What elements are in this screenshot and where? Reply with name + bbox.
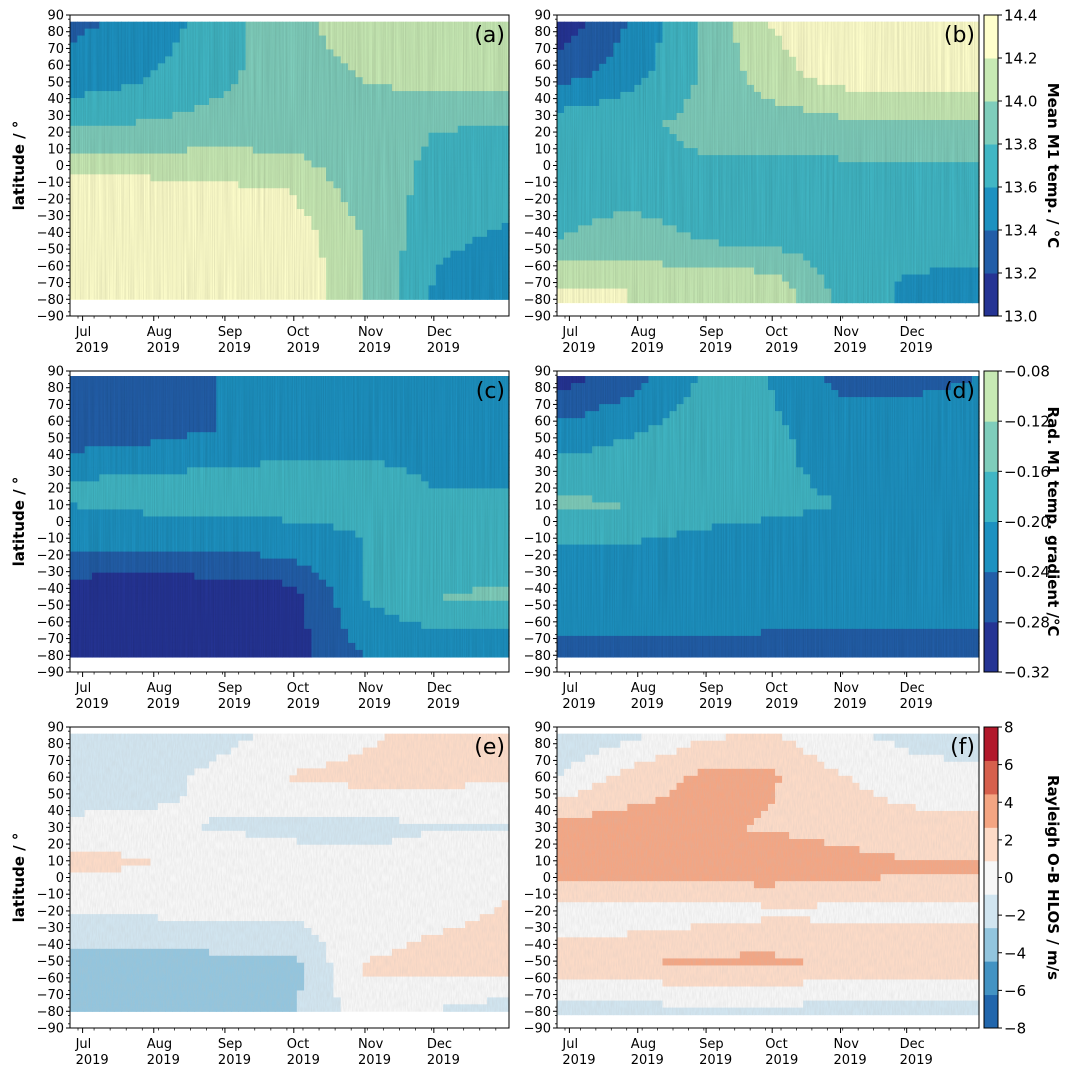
y-tick-label: −80 bbox=[37, 293, 64, 308]
y-tick-label: −10 bbox=[524, 176, 551, 191]
y-tick-label: 20 bbox=[534, 126, 551, 141]
y-tick-label: −90 bbox=[37, 310, 64, 325]
x-tick-label-year: 2019 bbox=[76, 341, 109, 356]
y-tick-label: −80 bbox=[524, 293, 551, 308]
y-tick-label: −50 bbox=[37, 243, 64, 258]
x-tick-label-year: 2019 bbox=[427, 341, 460, 356]
y-tick-label: 90 bbox=[534, 9, 551, 24]
y-tick-label: −60 bbox=[524, 259, 551, 274]
y-tick-label: 0 bbox=[543, 159, 551, 174]
y-tick-label: 60 bbox=[47, 59, 64, 74]
y-tick-label: −90 bbox=[524, 310, 551, 325]
y-axis-label: latitude / ° bbox=[10, 121, 28, 211]
y-tick-label: −30 bbox=[524, 209, 551, 224]
y-tick-label: −40 bbox=[524, 226, 551, 241]
y-tick-label: −70 bbox=[37, 276, 64, 291]
x-tick-label-month: Dec bbox=[427, 325, 452, 340]
y-tick-label: 70 bbox=[47, 42, 64, 57]
panel-a: 9080706050403020100−10−20−30−40−50−60−70… bbox=[10, 9, 510, 356]
y-tick-label: −30 bbox=[37, 209, 64, 224]
y-tick-label: −40 bbox=[37, 226, 64, 241]
y-tick-label: 50 bbox=[534, 75, 551, 90]
y-tick-label: 80 bbox=[534, 25, 551, 40]
y-tick-label: 10 bbox=[47, 142, 64, 157]
x-tick-label-month: Aug bbox=[147, 325, 172, 340]
y-tick-label: 70 bbox=[534, 42, 551, 57]
texture-overlay bbox=[557, 21, 979, 303]
y-tick-label: 60 bbox=[534, 59, 551, 74]
x-tick-label-year: 2019 bbox=[218, 341, 251, 356]
y-tick-label: 50 bbox=[47, 75, 64, 90]
panel-b: 9080706050403020100−10−20−30−40−50−60−70… bbox=[524, 9, 980, 356]
y-tick-label: −20 bbox=[524, 192, 551, 207]
panel-label: (a) bbox=[474, 23, 505, 48]
texture-overlay bbox=[70, 21, 509, 300]
y-tick-label: 0 bbox=[56, 159, 64, 174]
y-tick-label: −20 bbox=[37, 192, 64, 207]
y-tick-label: 90 bbox=[47, 9, 64, 24]
x-tick-label-year: 2019 bbox=[287, 341, 320, 356]
x-tick-label-month: Nov bbox=[358, 325, 384, 340]
y-tick-label: 10 bbox=[534, 142, 551, 157]
y-tick-label: −10 bbox=[37, 176, 64, 191]
x-tick-label-year: 2019 bbox=[358, 341, 391, 356]
x-tick-label-year: 2019 bbox=[147, 341, 180, 356]
y-tick-label: −70 bbox=[524, 276, 551, 291]
y-tick-label: 30 bbox=[47, 109, 64, 124]
y-tick-label: −60 bbox=[37, 259, 64, 274]
x-tick-label-month: Oct bbox=[287, 325, 309, 340]
y-tick-label: 20 bbox=[47, 126, 64, 141]
y-tick-label: −50 bbox=[524, 243, 551, 258]
y-tick-label: 40 bbox=[47, 92, 64, 107]
x-tick-label-month: Sep bbox=[218, 325, 243, 340]
panels: 9080706050403020100−10−20−30−40−50−60−70… bbox=[10, 9, 980, 1068]
y-tick-label: 30 bbox=[534, 109, 551, 124]
x-tick-label-month: Jul bbox=[75, 325, 92, 340]
y-tick-label: 40 bbox=[534, 92, 551, 107]
y-tick-label: 80 bbox=[47, 25, 64, 40]
